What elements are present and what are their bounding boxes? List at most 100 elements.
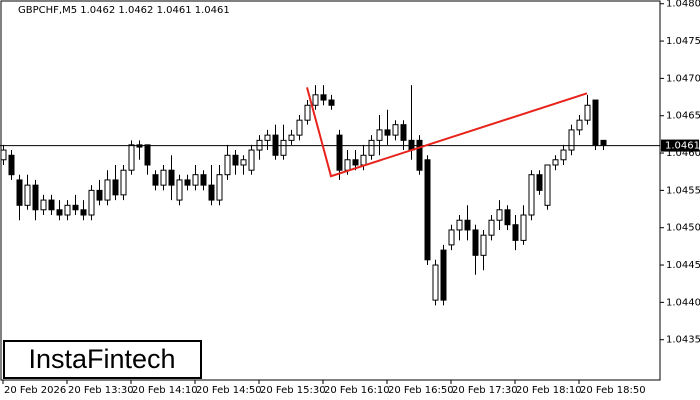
candle-body: [560, 149, 567, 161]
candle-body: [16, 179, 23, 206]
candle-body: [176, 179, 183, 201]
candle-body: [56, 209, 63, 216]
candle-body: [376, 129, 383, 141]
candle-body: [184, 179, 191, 186]
x-tick-label: 20 Feb 16:10: [324, 385, 390, 396]
candle-body: [64, 204, 71, 216]
candle-body: [528, 174, 535, 216]
y-tick-label: 1.0470: [666, 73, 700, 84]
candle-body: [360, 154, 367, 166]
candle-body: [96, 189, 103, 201]
y-tick-label: 1.0460: [666, 148, 700, 159]
candle-body: [424, 159, 431, 261]
candle-body: [576, 119, 583, 131]
candle-body: [552, 159, 559, 166]
candle-body: [328, 99, 335, 106]
x-tick-label: 20 Feb 14:50: [196, 385, 262, 396]
candle-body: [488, 219, 495, 236]
candle-body: [288, 134, 295, 141]
candle-body: [504, 209, 511, 226]
candle-body: [480, 234, 487, 256]
x-tick-label: 20 Feb 18:10: [516, 385, 582, 396]
candle-body: [104, 179, 111, 201]
candle-body: [432, 264, 439, 301]
candle-body: [512, 224, 519, 241]
x-tick-label: 20 Feb 14:10: [132, 385, 198, 396]
candle-body: [544, 164, 551, 206]
candle-body: [0, 149, 7, 161]
y-tick-label: 1.0435: [666, 335, 700, 346]
candle-body: [72, 204, 79, 211]
candle-body: [336, 134, 343, 171]
y-tick-label: 1.0465: [666, 111, 700, 122]
candle-body: [536, 174, 543, 191]
candle-body: [264, 134, 271, 141]
candle-body: [400, 124, 407, 141]
candle-body: [296, 119, 303, 136]
marks: [0, 85, 607, 306]
y-tick-label: 1.0445: [666, 260, 700, 271]
candle-body: [152, 174, 159, 186]
last-price-label: 1.0461: [665, 141, 700, 152]
candle-body: [592, 99, 599, 146]
candle-body: [304, 104, 311, 121]
candle-body: [24, 184, 31, 206]
y-tick-label: 1.0450: [666, 223, 700, 234]
candle-body: [200, 174, 207, 186]
candle-body: [112, 179, 119, 196]
candle-body: [80, 209, 87, 216]
watermark-box: [3, 340, 202, 379]
watermark: InstaFintech: [28, 344, 175, 374]
y-tick-label: 1.0480: [666, 0, 700, 10]
last-price-box: [661, 139, 699, 152]
candle-body: [392, 124, 399, 136]
candle-body: [440, 249, 447, 301]
candle-body: [368, 139, 375, 156]
candle-body: [8, 154, 15, 176]
y-tick-label: 1.0455: [666, 185, 700, 196]
y-tick-label: 1.0440: [666, 297, 700, 308]
candle-body: [472, 229, 479, 256]
candle-body: [216, 174, 223, 201]
candle-body: [224, 154, 231, 176]
candle-body: [88, 189, 95, 216]
x-tick-label: 20 Feb 18:50: [580, 385, 646, 396]
candle-body: [32, 184, 39, 211]
candle-body: [208, 184, 215, 201]
candle-body: [40, 199, 47, 211]
candle-body: [568, 129, 575, 151]
candle-body: [312, 94, 319, 106]
candle-body: [160, 169, 167, 186]
candle-body: [280, 139, 287, 156]
x-tick-label: 20 Feb 13:30: [68, 385, 134, 396]
candle-body: [344, 159, 351, 171]
y-tick-label: 1.0475: [666, 36, 700, 47]
x-tick-label: 20 Feb 16:50: [388, 385, 454, 396]
candle-body: [384, 129, 391, 136]
candle-body: [192, 174, 199, 186]
candle-body: [320, 94, 327, 101]
x-tick-label: 20 Feb 17:30: [452, 385, 518, 396]
pattern-line: [306, 87, 588, 178]
candle-body: [168, 169, 175, 186]
candle-body: [520, 214, 527, 241]
candle-body: [128, 144, 135, 171]
candle-body: [584, 104, 591, 121]
candle-body: [352, 159, 359, 166]
candle-body: [48, 199, 55, 211]
candle-body: [464, 219, 471, 231]
candle-body: [600, 139, 607, 146]
candle-body: [240, 159, 247, 166]
candle-body: [248, 149, 255, 171]
x-tick-label: 20 Feb 15:30: [260, 385, 326, 396]
candle-body: [496, 209, 503, 221]
candle-body: [448, 229, 455, 246]
candle-body: [144, 144, 151, 166]
candle-body: [456, 219, 463, 231]
chart-title: GBPCHF,M5 1.0462 1.0462 1.0461 1.0461: [18, 5, 230, 16]
x-tick-label: 20 Feb 2026: [4, 385, 66, 396]
candle-body: [416, 139, 423, 171]
candle-body: [120, 169, 127, 196]
